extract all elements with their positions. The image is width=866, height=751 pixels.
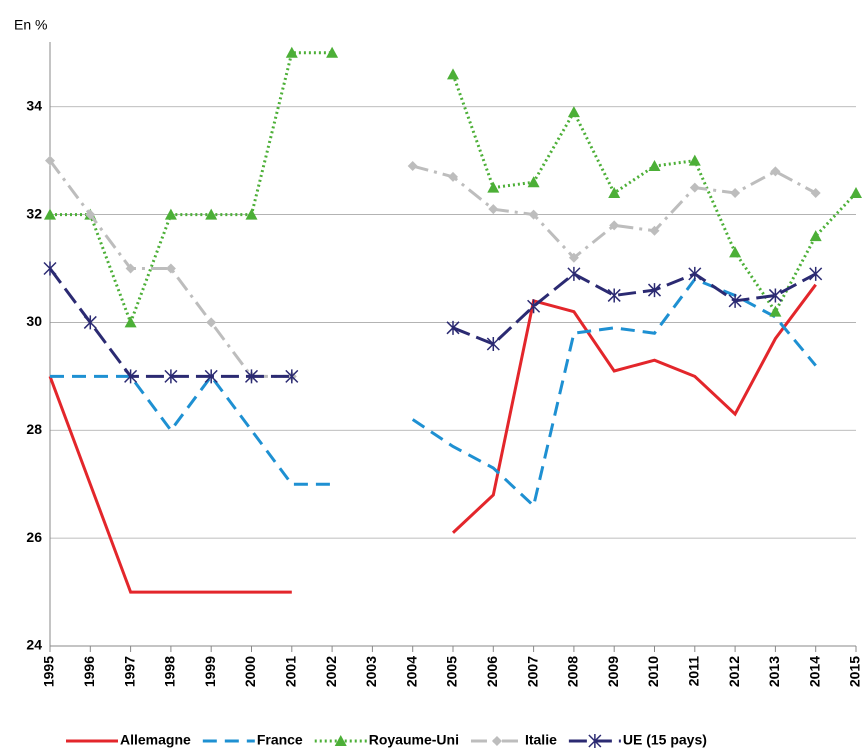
x-tick-label: 2003 <box>363 656 379 687</box>
marker <box>206 317 217 328</box>
marker <box>244 369 259 384</box>
marker <box>285 369 299 384</box>
marker <box>568 252 579 263</box>
marker <box>527 176 540 188</box>
marker <box>689 182 700 193</box>
legend-item: Italie <box>470 732 557 748</box>
x-tick-label: 2014 <box>806 656 822 687</box>
marker <box>447 68 459 80</box>
marker <box>730 188 741 198</box>
marker <box>407 161 418 172</box>
x-tick-label: 2000 <box>242 656 258 687</box>
x-tick-label: 2009 <box>605 656 621 687</box>
marker <box>588 734 602 748</box>
x-tick-label: 2013 <box>766 656 782 687</box>
legend-label: Allemagne <box>120 732 191 748</box>
marker <box>688 154 701 166</box>
x-tick-label: 2004 <box>403 656 419 687</box>
x-tick-label: 2007 <box>524 656 540 687</box>
x-tick-label: 1996 <box>81 656 97 687</box>
x-tick-label: 2008 <box>565 656 581 687</box>
x-tick-label: 2011 <box>686 656 702 687</box>
marker <box>487 181 500 193</box>
marker <box>164 208 177 220</box>
legend-label: Italie <box>525 732 557 748</box>
legend-label: UE (15 pays) <box>623 732 707 748</box>
x-tick-label: 2015 <box>847 656 863 687</box>
legend-item: UE (15 pays) <box>568 732 707 748</box>
marker <box>769 305 782 317</box>
marker <box>446 320 460 335</box>
marker <box>488 204 499 215</box>
y-tick-label: 30 <box>26 313 42 329</box>
x-tick-label: 1995 <box>41 656 57 687</box>
marker <box>688 266 702 281</box>
marker <box>567 266 581 281</box>
y-tick-label: 34 <box>26 97 42 113</box>
marker <box>448 171 458 182</box>
legend-item: Allemagne <box>66 732 191 748</box>
marker <box>608 187 621 198</box>
marker <box>204 369 218 384</box>
marker <box>285 46 298 58</box>
y-tick-label: 24 <box>26 637 42 653</box>
marker <box>486 337 500 351</box>
marker <box>810 188 821 198</box>
marker <box>165 263 176 274</box>
marker <box>527 299 541 314</box>
marker <box>647 283 662 298</box>
marker <box>83 315 97 330</box>
marker <box>44 208 56 220</box>
marker <box>326 46 339 58</box>
marker <box>124 316 137 328</box>
marker <box>164 369 178 384</box>
x-tick-label: 1999 <box>202 656 218 687</box>
marker <box>728 293 742 308</box>
marker <box>45 155 55 166</box>
x-tick-label: 2006 <box>484 656 500 687</box>
marker <box>491 736 502 746</box>
marker <box>334 735 347 746</box>
marker <box>567 106 580 118</box>
marker <box>729 246 742 258</box>
x-tick-label: 2010 <box>645 656 661 687</box>
x-tick-label: 2002 <box>323 656 339 687</box>
x-tick-label: 1998 <box>162 656 178 687</box>
marker <box>648 160 661 172</box>
series-line <box>50 277 817 509</box>
legend-item: France <box>202 732 303 748</box>
marker <box>125 263 136 274</box>
series-line <box>48 283 817 594</box>
x-tick-label: 1997 <box>121 656 137 687</box>
marker <box>85 209 96 220</box>
legend-label: Royaume-Uni <box>369 732 459 748</box>
y-tick-label: 32 <box>26 205 42 221</box>
marker <box>850 187 862 198</box>
series-line <box>50 51 858 327</box>
marker <box>607 288 621 303</box>
marker <box>245 208 258 220</box>
x-tick-label: 2001 <box>283 656 299 687</box>
y-tick-label: 28 <box>26 421 42 437</box>
legend-item: Royaume-Uni <box>314 732 459 748</box>
marker <box>768 288 782 303</box>
marker <box>809 230 822 242</box>
marker <box>205 208 218 220</box>
marker <box>609 220 620 231</box>
marker <box>809 266 823 281</box>
marker <box>770 166 781 177</box>
x-tick-label: 2012 <box>726 656 742 687</box>
x-tick-label: 2005 <box>444 656 460 687</box>
legend-label: France <box>257 732 303 748</box>
marker <box>528 209 539 220</box>
marker <box>649 225 660 236</box>
marker <box>124 369 138 384</box>
y-axis-label: En % <box>14 17 47 33</box>
y-tick-label: 26 <box>26 529 42 545</box>
marker <box>43 261 57 276</box>
